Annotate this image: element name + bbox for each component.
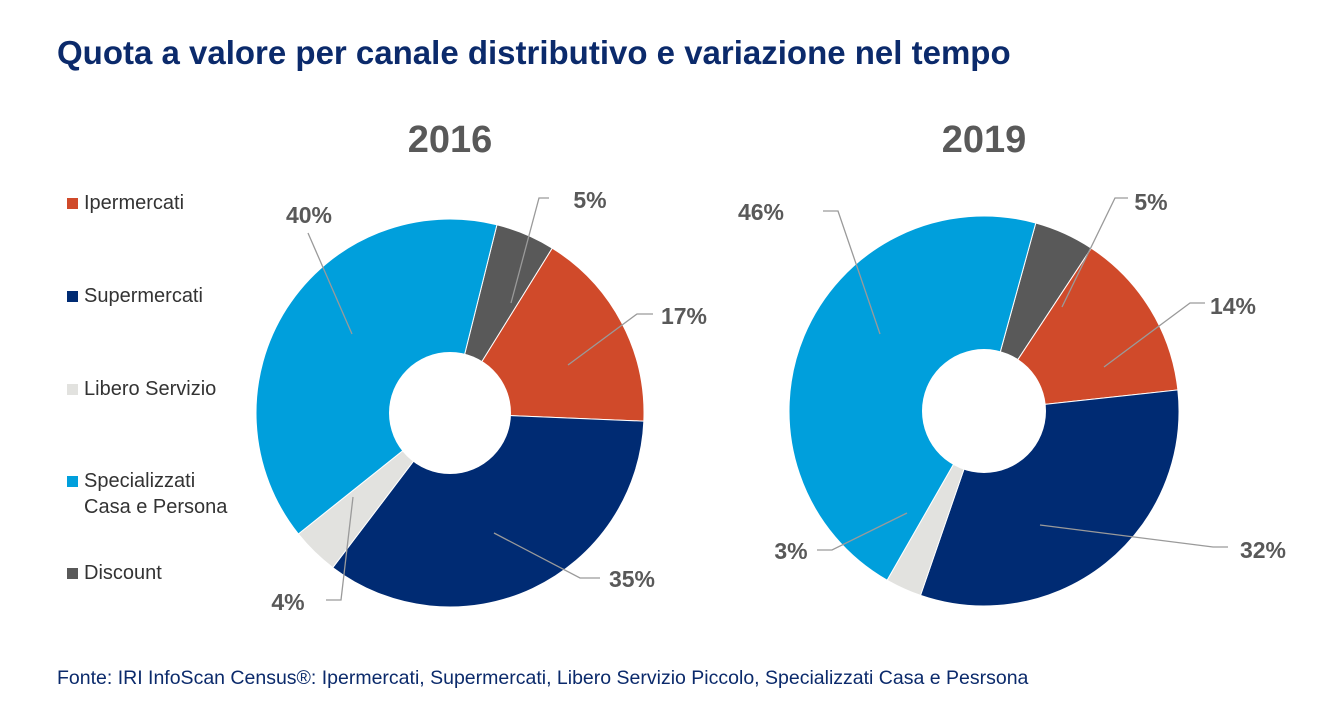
slice-supermercati: [332, 412, 645, 608]
legend-swatch: [67, 291, 78, 302]
legend-item-ipermercati: Ipermercati: [67, 190, 184, 216]
legend-item-supermercati: Supermercati: [67, 283, 203, 309]
donut-hole: [922, 349, 1046, 473]
data-label: 32%: [1240, 537, 1286, 563]
legend-label: Discount: [84, 562, 162, 584]
chart-year-title: 2016: [408, 119, 493, 161]
chart-year-title: 2019: [942, 119, 1027, 161]
leader-line: [817, 512, 908, 551]
data-label: 17%: [661, 303, 707, 329]
leader-line: [510, 197, 549, 304]
leader-line: [307, 232, 353, 335]
data-label: 14%: [1210, 293, 1256, 319]
donut-chart-2019: 2019 5% 14% 32% 3% 46%: [738, 119, 1286, 607]
slice-specializzati-casa-e-persona: [788, 215, 1037, 581]
legend-label: Specializzati Casa e Persona: [84, 470, 228, 518]
legend-swatch: [67, 384, 78, 395]
chart-title: Quota a valore per canale distributivo e…: [57, 34, 1011, 71]
leader-line: [823, 210, 881, 335]
data-label: 4%: [271, 589, 304, 615]
legend-item-specializzati: Specializzati Casa e Persona: [67, 468, 227, 520]
legend-swatch: [67, 198, 78, 209]
leader-line: [567, 313, 653, 366]
data-label: 46%: [738, 199, 784, 225]
leader-line: [1061, 197, 1128, 308]
legend-swatch: [67, 568, 78, 579]
data-label: 3%: [774, 538, 807, 564]
slice-ipermercati: [982, 247, 1179, 412]
legend-swatch: [67, 476, 78, 487]
data-label: 5%: [573, 187, 606, 213]
source-note: Fonte: IRI InfoScan Census®: Ipermercati…: [57, 667, 1029, 689]
donut-chart-2016: 2016 5% 17% 35% 4% 40%: [255, 119, 707, 615]
leader-line: [1039, 524, 1228, 548]
slice-specializzati-casa-e-persona: [255, 218, 498, 535]
leader-line: [493, 532, 600, 579]
legend-item-libero-servizio: Libero Servizio: [67, 376, 216, 402]
legend-label: Supermercati: [84, 285, 203, 307]
data-label: 40%: [286, 202, 332, 228]
leader-line: [326, 496, 354, 601]
legend-item-discount: Discount: [67, 560, 162, 586]
donut-hole: [389, 352, 511, 474]
data-label: 5%: [1134, 189, 1167, 215]
legend-label: Ipermercati: [84, 192, 185, 214]
leader-line: [1103, 302, 1205, 368]
data-label: 35%: [609, 566, 655, 592]
legend-label: Libero Servizio: [84, 378, 217, 400]
